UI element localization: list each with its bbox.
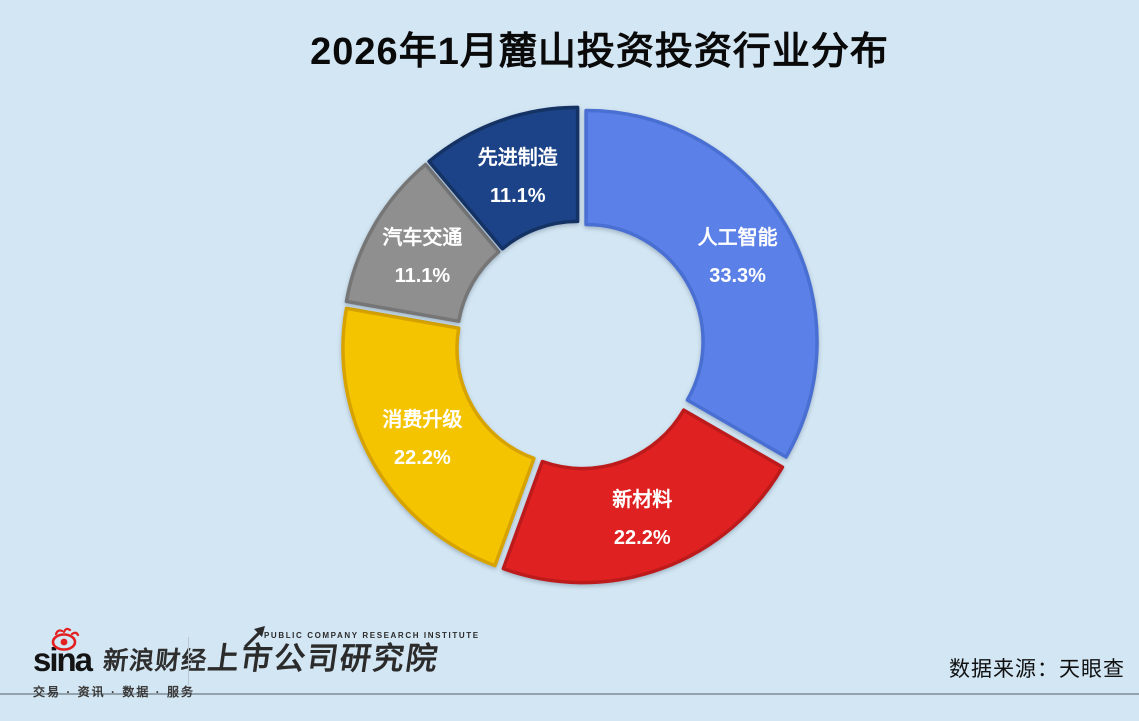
- sina-finance-logo: sina 新浪财经 交易 · 资讯 · 数据 · 服务: [33, 627, 209, 700]
- footer-divider-line: [0, 693, 1139, 695]
- sina-logo: sina: [33, 627, 93, 676]
- sina-brand-text: 新浪财经: [101, 647, 209, 675]
- slice-label: 新材料: [612, 487, 672, 511]
- sina-tagline: 交易 · 资讯 · 数据 · 服务: [33, 685, 195, 699]
- institute-logo: PUBLIC COMPANY RESEARCH INSTITUTE 上市公司研究…: [205, 626, 480, 676]
- slice-label: 汽车交通: [382, 225, 462, 249]
- logo-separator: [188, 637, 189, 685]
- slice-label: 人工智能: [698, 225, 778, 249]
- slice-percent: 11.1%: [395, 265, 451, 287]
- slice-percent: 22.2%: [614, 527, 671, 549]
- slice-artificial-intelligence: [584, 108, 819, 459]
- data-source-label: 数据来源：天眼查: [949, 658, 1125, 681]
- slice-percent: 22.2%: [394, 447, 451, 469]
- arrow-up-right-icon: [243, 626, 265, 649]
- institute-name-en: PUBLIC COMPANY RESEARCH INSTITUTE: [243, 626, 480, 649]
- slice-percent: 11.1%: [490, 185, 546, 207]
- institute-name-cn: 上市公司研究院: [205, 641, 442, 676]
- slice-consumer-upgrade: [341, 306, 536, 568]
- slice-advanced-manufacturing: [427, 105, 580, 251]
- chart-title: 2026年1月麓山投资投资行业分布: [310, 31, 889, 73]
- slice-auto-transportation: [344, 162, 501, 323]
- sina-eye-icon: [51, 627, 80, 651]
- slice-label: 消费升级: [382, 407, 462, 431]
- slice-label: 先进制造: [478, 145, 559, 169]
- slice-percent: 33.3%: [709, 265, 766, 287]
- slice-new-materials: [501, 408, 785, 585]
